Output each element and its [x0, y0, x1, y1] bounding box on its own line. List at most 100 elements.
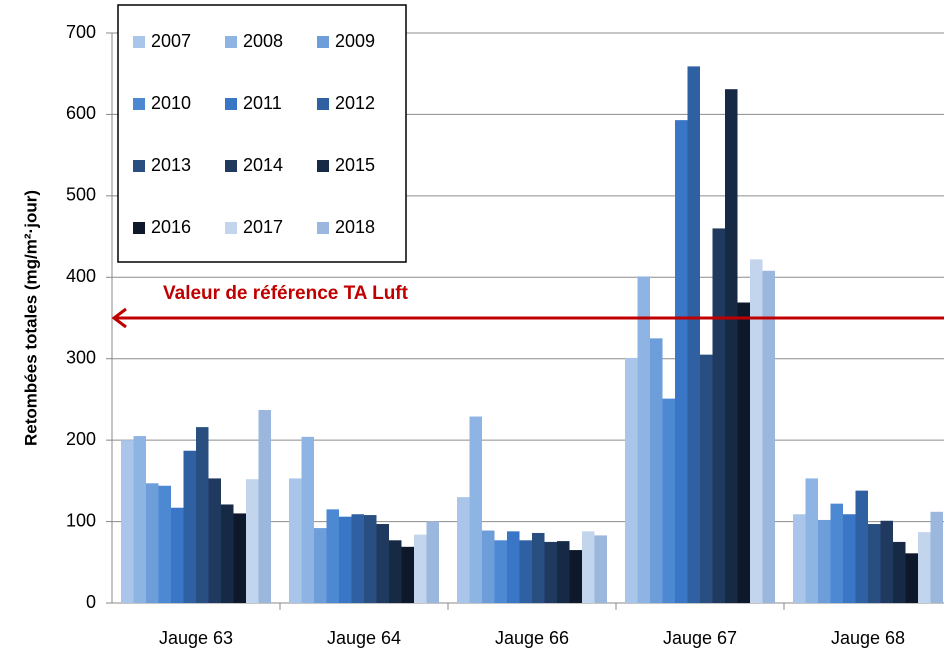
bar: [843, 514, 856, 603]
bar: [750, 259, 763, 603]
legend-label: 2008: [243, 31, 283, 51]
bar: [258, 410, 271, 603]
y-tick-label: 100: [66, 510, 96, 530]
bar: [830, 503, 843, 603]
bar: [364, 515, 377, 603]
bar: [762, 270, 775, 603]
legend-label: 2013: [151, 155, 191, 175]
bar: [557, 541, 570, 603]
bar: [233, 513, 246, 603]
reference-arrow: [111, 307, 127, 329]
bar: [221, 504, 234, 603]
legend-label: 2009: [335, 31, 375, 51]
bar: [376, 524, 389, 603]
bar: [818, 519, 831, 603]
legend-label: 2007: [151, 31, 191, 51]
legend-label: 2017: [243, 217, 283, 237]
bar: [289, 478, 302, 603]
legend-label: 2011: [243, 93, 282, 113]
bar: [650, 338, 663, 603]
bar: [805, 478, 818, 603]
bar: [519, 540, 532, 603]
bar: [625, 357, 638, 603]
legend-swatch: [317, 160, 329, 172]
x-tick-label: Jauge 63: [159, 628, 233, 648]
bar: [183, 450, 196, 603]
legend-swatch: [225, 36, 237, 48]
bar: [594, 535, 607, 603]
y-tick-label: 600: [66, 103, 96, 123]
bar: [737, 302, 750, 603]
bar: [855, 490, 868, 603]
x-tick-label: Jauge 68: [831, 628, 905, 648]
legend-swatch: [133, 160, 145, 172]
legend-swatch: [133, 222, 145, 234]
bar: [339, 516, 352, 603]
bar: [712, 228, 725, 603]
bar: [893, 541, 906, 603]
bar: [569, 550, 582, 603]
legend-label: 2012: [335, 93, 375, 113]
bar: [582, 531, 595, 603]
reference-label: Valeur de référence TA Luft: [163, 283, 409, 304]
legend-swatch: [317, 98, 329, 110]
bar: [121, 440, 134, 603]
bar: [246, 479, 259, 603]
bar: [133, 436, 146, 603]
bar: [171, 507, 184, 603]
legend-box: [117, 4, 407, 263]
x-tick-label: Jauge 67: [663, 628, 737, 648]
legend-label: 2015: [335, 155, 375, 175]
y-tick-label: 700: [66, 22, 96, 42]
y-tick-label: 500: [66, 185, 96, 205]
y-tick-label: 200: [66, 429, 96, 449]
legend-swatch: [317, 222, 329, 234]
bar: [880, 520, 893, 603]
bar: [457, 497, 470, 603]
bar: [314, 528, 327, 603]
bar: [637, 276, 650, 603]
bar: [918, 532, 931, 603]
bar: [687, 66, 700, 603]
legend-swatch: [317, 36, 329, 48]
bar: [507, 531, 520, 603]
bar: [725, 89, 738, 603]
bar: [482, 530, 495, 603]
bar: [905, 553, 918, 603]
legend-label: 2010: [151, 93, 191, 113]
legend-label: 2018: [335, 217, 375, 237]
bar: [494, 540, 507, 603]
bar: [532, 532, 545, 603]
bar: [389, 540, 402, 603]
bar: [158, 485, 171, 603]
bar: [469, 416, 482, 603]
bar: [196, 427, 209, 603]
bar: [868, 524, 881, 603]
legend-label: 2016: [151, 217, 191, 237]
y-tick-label: 300: [66, 347, 96, 367]
bar: [351, 514, 364, 603]
bar: [675, 120, 688, 603]
bar: [326, 509, 339, 603]
bar: [793, 514, 806, 603]
bar: [426, 521, 439, 603]
legend-label: 2014: [243, 155, 283, 175]
y-tick-label: 0: [86, 592, 96, 612]
y-tick-label: 400: [66, 266, 96, 286]
bar: [930, 511, 943, 603]
legend-swatch: [225, 160, 237, 172]
bar: [301, 436, 314, 603]
bar: [208, 478, 221, 603]
bar: [544, 541, 557, 603]
legend-swatch: [133, 36, 145, 48]
bar: [146, 483, 159, 603]
legend-swatch: [225, 98, 237, 110]
legend-swatch: [225, 222, 237, 234]
bar: [700, 354, 713, 603]
legend-swatch: [133, 98, 145, 110]
x-tick-label: Jauge 64: [327, 628, 401, 648]
x-tick-label: Jauge 66: [495, 628, 569, 648]
bar: [414, 534, 427, 603]
bar: [662, 398, 675, 603]
